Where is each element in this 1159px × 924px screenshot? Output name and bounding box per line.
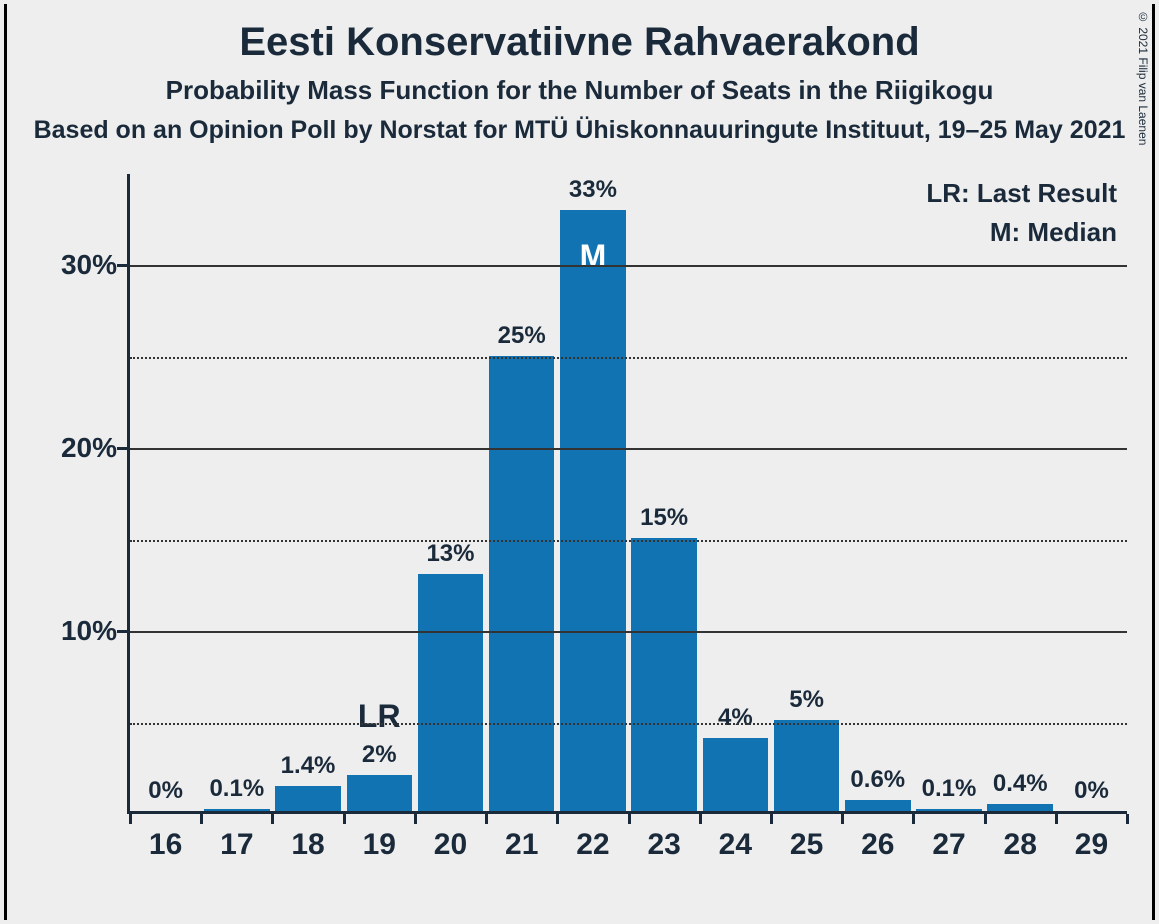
bar: 0.1% (916, 809, 982, 811)
x-tick (414, 814, 417, 824)
y-tick-label: 20% (37, 432, 117, 464)
bar-slot: 25% (486, 174, 557, 811)
x-tick (556, 814, 559, 824)
gridline-minor (130, 540, 1127, 542)
bar-slot: 0.1% (201, 174, 272, 811)
y-tick (117, 630, 127, 633)
bar-slot: 2%LR (344, 174, 415, 811)
x-tick-label: 29 (1056, 828, 1127, 862)
bar-slot: 0.1% (913, 174, 984, 811)
bar-marker-m: M (580, 238, 607, 275)
bar-value-label: 0.1% (209, 775, 264, 809)
bar: 0.6% (845, 800, 911, 811)
bar-value-label: 33% (569, 176, 617, 210)
bar: 0.4% (987, 804, 1053, 811)
chart-title: Eesti Konservatiivne Rahvaerakond (7, 4, 1152, 65)
x-tick-label: 22 (557, 828, 628, 862)
x-tick-label: 20 (415, 828, 486, 862)
chart-source: Based on an Opinion Poll by Norstat for … (7, 106, 1152, 145)
copyright-text: © 2021 Filip van Laenen (1136, 10, 1150, 145)
x-tick-label: 24 (700, 828, 771, 862)
bar-value-label: 25% (498, 322, 546, 356)
y-tick-label: 30% (37, 249, 117, 281)
bar-value-label: 0% (1074, 777, 1109, 811)
x-tick-label: 18 (272, 828, 343, 862)
x-tick-label: 28 (985, 828, 1056, 862)
bar-value-label: 4% (718, 704, 753, 738)
bar-slot: 13% (415, 174, 486, 811)
chart-plot-area: LR: Last Result M: Median 0%0.1%1.4%2%LR… (127, 174, 1127, 814)
x-tick-label: 26 (842, 828, 913, 862)
x-tick-label: 27 (913, 828, 984, 862)
bar: 0.1% (204, 809, 270, 811)
bar-slot: 15% (629, 174, 700, 811)
bar-value-label: 0% (148, 777, 183, 811)
x-tick (343, 814, 346, 824)
x-tick (912, 814, 915, 824)
bar: 33%M (560, 210, 626, 811)
bar-slot: 5% (771, 174, 842, 811)
gridline-major (130, 448, 1127, 450)
x-tick-label: 16 (130, 828, 201, 862)
bars-container: 0%0.1%1.4%2%LR13%25%33%M15%4%5%0.6%0.1%0… (130, 174, 1127, 811)
bar-value-label: 0.6% (850, 766, 905, 800)
gridline-major (130, 265, 1127, 267)
x-tick (770, 814, 773, 824)
bar-slot: 0% (130, 174, 201, 811)
x-tick (200, 814, 203, 824)
bar-slot: 4% (700, 174, 771, 811)
bar-slot: 0% (1056, 174, 1127, 811)
bar: 5% (774, 720, 840, 811)
bar: 4% (703, 738, 769, 811)
y-tick-label: 10% (37, 615, 117, 647)
x-tick-label: 21 (486, 828, 557, 862)
gridline-minor (130, 723, 1127, 725)
x-tick (628, 814, 631, 824)
x-tick (129, 814, 132, 824)
x-tick (1055, 814, 1058, 824)
gridline-minor (130, 357, 1127, 359)
gridline-major (130, 631, 1127, 633)
title-block: Eesti Konservatiivne Rahvaerakond Probab… (7, 4, 1152, 145)
bar-slot: 0.6% (842, 174, 913, 811)
chart-subtitle: Probability Mass Function for the Number… (7, 65, 1152, 106)
x-tick (1126, 814, 1129, 824)
x-tick (841, 814, 844, 824)
bar-slot: 0.4% (985, 174, 1056, 811)
x-tick-label: 17 (201, 828, 272, 862)
bar-value-label: 1.4% (281, 752, 336, 786)
bar-value-label: 0.1% (922, 775, 977, 809)
bar-marker-lr: LR (358, 698, 401, 775)
bar: 1.4% (275, 786, 341, 811)
bar-value-label: 0.4% (993, 770, 1048, 804)
bar: 15% (631, 538, 697, 811)
bar: 25% (489, 356, 555, 811)
x-tick (485, 814, 488, 824)
bar-slot: 1.4% (272, 174, 343, 811)
x-tick-label: 23 (629, 828, 700, 862)
y-tick (117, 447, 127, 450)
bar: 2%LR (347, 775, 413, 811)
bar-value-label: 15% (640, 504, 688, 538)
chart-frame: © 2021 Filip van Laenen Eesti Konservati… (4, 4, 1155, 920)
bar-value-label: 5% (789, 686, 824, 720)
x-tick (984, 814, 987, 824)
y-tick (117, 264, 127, 267)
x-tick-label: 25 (771, 828, 842, 862)
bar-value-label: 13% (426, 540, 474, 574)
bar: 13% (418, 574, 484, 811)
x-tick-label: 19 (344, 828, 415, 862)
bar-slot: 33% M (557, 174, 628, 811)
x-tick (271, 814, 274, 824)
x-tick (699, 814, 702, 824)
